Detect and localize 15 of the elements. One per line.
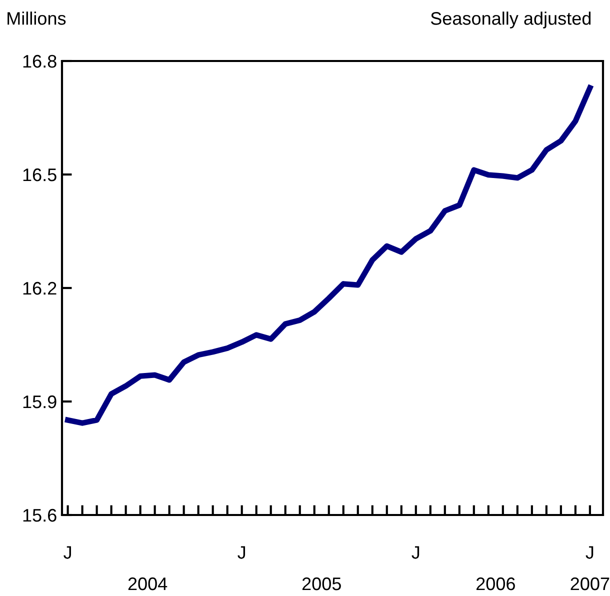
y-tick-label: 16.5: [23, 168, 56, 182]
text: 2004: [128, 577, 168, 590]
x-tick-label: J: [586, 546, 594, 559]
x-tick-label: J: [64, 546, 71, 559]
chart-subtitle: Seasonally adjusted: [430, 12, 591, 28]
text: 2005: [302, 577, 341, 590]
y-tick-label: 15.6: [23, 508, 56, 522]
y-tick-label: 15.9: [23, 395, 56, 408]
y-tick-label: 16.8: [23, 54, 56, 68]
x-tick-label: J: [412, 546, 420, 559]
y-axis-title: Millions: [8, 12, 66, 25]
x-tick-label: J: [238, 546, 246, 559]
y-tick-label: 16.2: [23, 282, 56, 295]
text: 2006: [476, 577, 515, 590]
text: 2007: [570, 577, 610, 590]
